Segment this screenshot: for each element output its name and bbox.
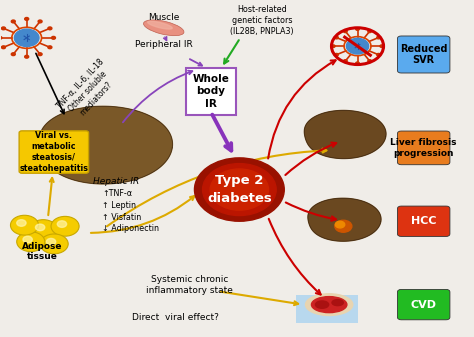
FancyBboxPatch shape [398,131,450,165]
Circle shape [57,221,67,227]
Ellipse shape [332,300,343,306]
Circle shape [25,55,28,58]
FancyBboxPatch shape [398,36,450,73]
FancyBboxPatch shape [398,206,450,237]
Circle shape [14,29,39,47]
Text: Reduced
SVR: Reduced SVR [400,44,447,65]
Circle shape [36,224,45,231]
Circle shape [52,36,55,39]
Circle shape [17,220,26,226]
Circle shape [210,169,269,210]
Polygon shape [304,111,386,158]
Text: Adipose
tissue: Adipose tissue [22,242,63,261]
Circle shape [368,60,372,62]
Ellipse shape [316,301,328,308]
Circle shape [46,238,56,245]
Circle shape [51,216,79,236]
Ellipse shape [144,20,184,36]
Text: ↑TNF-α
↑ Leptin
↑ Visfatin
↓ Adiponectin: ↑TNF-α ↑ Leptin ↑ Visfatin ↓ Adiponectin [102,189,159,234]
FancyBboxPatch shape [398,289,450,320]
Circle shape [335,220,352,232]
Text: Direct  viral effect?: Direct viral effect? [132,313,219,323]
Circle shape [29,220,57,240]
Circle shape [380,45,383,48]
Text: Liver fibrosis
progression: Liver fibrosis progression [391,138,457,158]
Text: Peripheral IR: Peripheral IR [135,40,192,49]
Ellipse shape [311,297,347,313]
Circle shape [335,221,345,228]
Polygon shape [308,198,381,241]
FancyBboxPatch shape [186,68,236,115]
Circle shape [202,163,276,216]
Circle shape [356,28,359,30]
Circle shape [40,234,68,254]
Text: Hepatic IR: Hepatic IR [93,177,140,186]
Text: HCC: HCC [411,216,437,226]
Circle shape [377,54,380,56]
Text: Viral vs.
metabolic
steatosis/
steatohepatitis: Viral vs. metabolic steatosis/ steatohep… [19,131,88,173]
Circle shape [23,236,32,243]
Text: Host-related
genetic factors
(IL28B, PNPLA3): Host-related genetic factors (IL28B, PNP… [230,4,294,36]
Circle shape [344,60,347,62]
Circle shape [344,30,347,33]
Circle shape [11,20,15,23]
Circle shape [48,46,52,49]
Text: Whole
body
IR: Whole body IR [192,74,229,109]
Circle shape [11,53,15,56]
Ellipse shape [148,21,172,29]
Circle shape [38,53,42,56]
Text: Systemic chronic
inflammatory state: Systemic chronic inflammatory state [146,275,233,295]
Text: Type 2
diabetes: Type 2 diabetes [207,174,272,205]
Circle shape [377,36,380,39]
Circle shape [48,27,52,30]
Circle shape [335,54,338,56]
Circle shape [1,46,6,49]
Polygon shape [39,106,173,184]
Circle shape [346,38,369,54]
Circle shape [38,20,42,23]
Circle shape [17,232,45,252]
Circle shape [25,18,28,20]
Ellipse shape [306,294,353,315]
Circle shape [1,27,6,30]
Text: Muscle: Muscle [148,13,180,22]
Circle shape [194,158,284,221]
Circle shape [356,62,359,64]
Circle shape [368,30,372,33]
Circle shape [331,45,335,48]
Circle shape [10,215,38,235]
Text: CVD: CVD [410,300,437,310]
Text: TNF-α, IL-6, IL-18
Other soluble
mediators?: TNF-α, IL-6, IL-18 Other soluble mediato… [55,57,121,125]
Circle shape [0,36,2,39]
Circle shape [335,36,338,39]
FancyBboxPatch shape [296,295,357,323]
FancyBboxPatch shape [19,131,89,173]
